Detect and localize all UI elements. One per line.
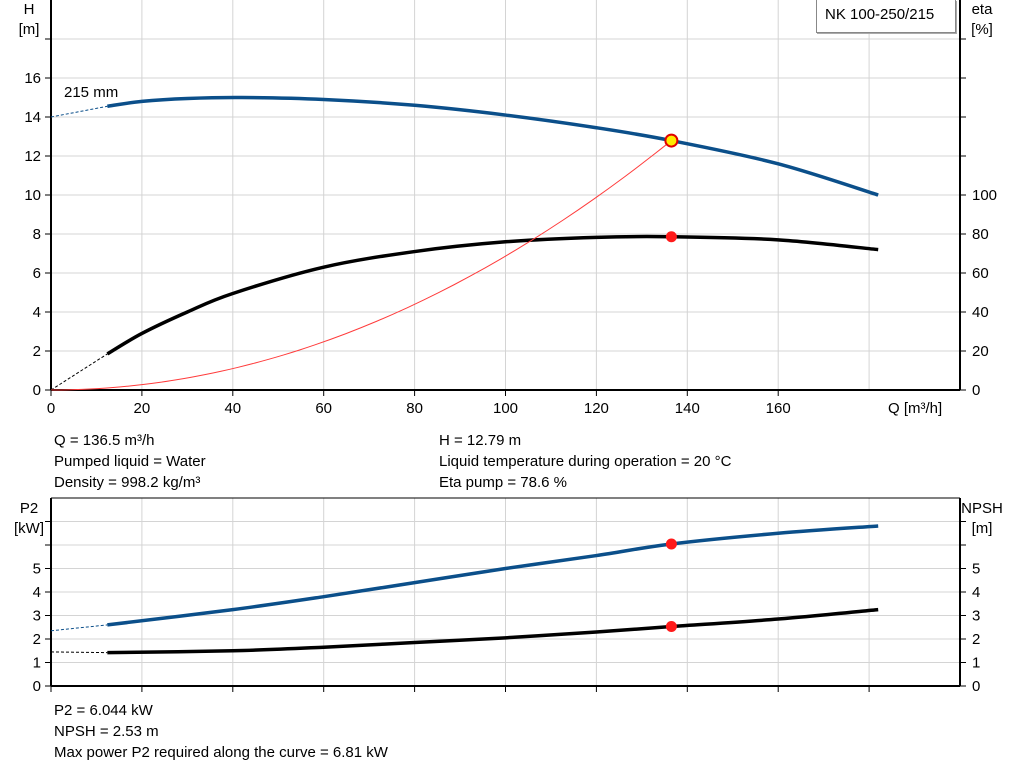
y-tick-label: 4 bbox=[33, 304, 41, 321]
y2-tick-label: 20 bbox=[972, 343, 989, 360]
y2-tick-label: 5 bbox=[972, 561, 980, 578]
info-top-left: Q = 136.5 m³/h Pumped liquid = Water Den… bbox=[54, 430, 206, 493]
y-tick-label: 12 bbox=[24, 148, 41, 165]
y-tick-label: 0 bbox=[33, 382, 41, 399]
y-tick-label: 6 bbox=[33, 265, 41, 282]
x-tick-label: 40 bbox=[224, 400, 241, 417]
y2-label-unit: [%] bbox=[971, 21, 993, 38]
y-label-unit: [m] bbox=[19, 21, 40, 38]
y2-tick-label: 80 bbox=[972, 226, 989, 243]
y-tick-label: 14 bbox=[24, 109, 41, 126]
npsh-curve bbox=[107, 607, 879, 655]
npsh-duty-point bbox=[665, 621, 677, 633]
y2-label-unit: [m] bbox=[972, 520, 993, 537]
impeller-label: 215 mm bbox=[64, 84, 118, 101]
y-tick-label: 16 bbox=[24, 70, 41, 87]
y2-tick-label: 0 bbox=[972, 678, 980, 695]
y2-label-name: eta bbox=[972, 1, 994, 18]
x-tick-label: 60 bbox=[315, 400, 332, 417]
info-max-power: Max power P2 required along the curve = … bbox=[54, 744, 388, 761]
info-p2: P2 = 6.044 kW bbox=[54, 702, 153, 719]
npsh-extrapolation bbox=[50, 651, 108, 654]
y-tick-label: 0 bbox=[33, 678, 41, 695]
info-top-right: H = 12.79 m Liquid temperature during op… bbox=[439, 430, 731, 493]
y-label-unit: [kW] bbox=[14, 520, 44, 537]
y-label-name: P2 bbox=[20, 500, 38, 517]
y-tick-label: 2 bbox=[33, 631, 41, 648]
x-tick-label: 0 bbox=[47, 400, 55, 417]
p2-extrapolation bbox=[50, 624, 108, 632]
system-curve bbox=[50, 140, 672, 391]
y2-tick-label: 2 bbox=[972, 631, 980, 648]
x-tick-label: 100 bbox=[493, 400, 518, 417]
h-duty-point bbox=[664, 133, 679, 148]
info-temperature: Liquid temperature during operation = 20… bbox=[439, 453, 732, 470]
info-npsh: NPSH = 2.53 m bbox=[54, 723, 159, 740]
y-tick-label: 2 bbox=[33, 343, 41, 360]
y2-tick-label: 4 bbox=[972, 584, 980, 601]
p2-duty-point bbox=[665, 538, 677, 550]
y-tick-label: 4 bbox=[33, 584, 41, 601]
info-eta: Eta pump = 78.6 % bbox=[439, 474, 567, 491]
y-label-name: H bbox=[24, 1, 35, 18]
y-tick-label: 1 bbox=[33, 655, 41, 672]
eta-duty-point bbox=[665, 231, 677, 243]
x-tick-label: 140 bbox=[675, 400, 700, 417]
x-tick-label: 120 bbox=[584, 400, 609, 417]
p2-curve bbox=[107, 524, 879, 627]
y-tick-label: 10 bbox=[24, 187, 41, 204]
x-tick-label: 160 bbox=[766, 400, 791, 417]
y2-tick-label: 60 bbox=[972, 265, 989, 282]
h-curve bbox=[107, 95, 879, 197]
info-flow: Q = 136.5 m³/h bbox=[54, 432, 155, 449]
x-tick-label: 80 bbox=[406, 400, 423, 417]
info-head: H = 12.79 m bbox=[439, 432, 522, 449]
eta-extrapolation bbox=[50, 353, 108, 391]
y2-tick-label: 40 bbox=[972, 304, 989, 321]
x-axis-label: Q [m³/h] bbox=[888, 400, 942, 417]
info-density: Density = 998.2 kg/m³ bbox=[54, 474, 201, 491]
y2-tick-label: 1 bbox=[972, 655, 980, 672]
y2-tick-label: 0 bbox=[972, 382, 980, 399]
pump-title-box: NK 100-250/215 bbox=[816, 0, 956, 33]
y2-label-name: NPSH bbox=[961, 500, 1003, 517]
y-tick-label: 5 bbox=[33, 561, 41, 578]
x-tick-label: 20 bbox=[134, 400, 151, 417]
info-bottom: P2 = 6.044 kW NPSH = 2.53 m Max power P2… bbox=[54, 700, 388, 763]
y2-tick-label: 100 bbox=[972, 187, 997, 204]
y2-tick-label: 3 bbox=[972, 608, 980, 625]
pump-title: NK 100-250/215 bbox=[825, 6, 935, 23]
info-liquid: Pumped liquid = Water bbox=[54, 453, 206, 470]
y-tick-label: 8 bbox=[33, 226, 41, 243]
h-extrapolation bbox=[50, 105, 108, 118]
y-tick-label: 3 bbox=[33, 608, 41, 625]
eta-curve bbox=[106, 234, 879, 356]
